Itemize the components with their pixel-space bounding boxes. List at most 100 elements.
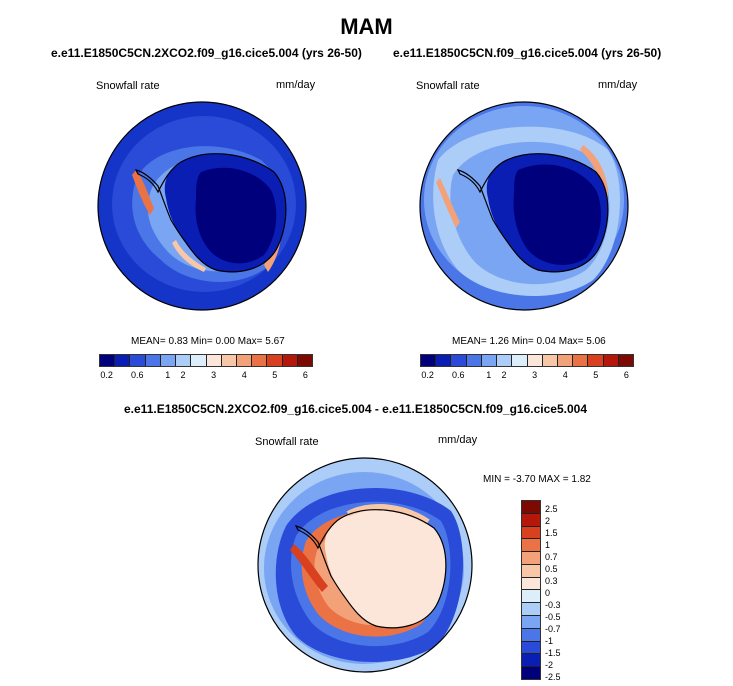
panel-2-colorbar-swatch [588,355,604,366]
panel-1-colorbar-swatch [206,355,222,366]
panel-2-colorbar-swatch [451,355,467,366]
panel-2-colorbar-swatch [573,355,589,366]
panel-2-colorbar-swatch [497,355,513,366]
panel-2-colorbar-swatch [557,355,574,366]
panel-2-colorbar-swatch [466,355,482,366]
panel-2-title: e.e11.E1850C5CN.f09_g16.cice5.004 (yrs 2… [393,46,662,60]
panel-2-units: mm/day [598,79,638,91]
panel-2-min-label: Min= [511,336,534,347]
panel-2-max-value: 5.06 [586,336,606,347]
diff-max-label: MAX = [538,474,569,485]
panel-2-min-value: 0.04 [536,336,556,347]
panel-2-colorbar-tick-label: 0.6 [451,370,465,380]
panel-1-colorbar-swatch [145,355,161,366]
diff-colorbar-tick-label: -2.5 [545,672,561,682]
panel-2-colorbar-swatch [436,355,452,366]
panel-1-mean-label: MEAN= [131,336,166,347]
panel-2-colorbar-tick-label: 3 [532,370,538,380]
panel-1-min-value: 0.00 [215,336,235,347]
diff-colorbar-tick-label: 2 [545,516,551,526]
panel-2-colorbar-swatch [618,355,634,366]
panel-2-colorbar [420,354,634,367]
diff-panel-polar-map [257,457,473,673]
diff-colorbar-tick-label: -0.7 [545,624,561,634]
diff-colorbar-swatch [522,539,540,553]
panel-2-stats: MEAN= 1.26 Min= 0.04 Max= 5.06 [452,336,606,347]
panel-1-colorbar-ticks: 0.2 0.6 1 2 3 4 5 6 [99,370,313,382]
diff-colorbar-tick-label: 0 [545,588,551,598]
panel-2-colorbar-tick-label: 6 [623,370,629,380]
diff-max-value: 1.82 [571,474,591,485]
diff-colorbar-tick-label: 1.5 [545,528,558,538]
panel-1-colorbar-swatch [297,355,313,366]
diff-colorbar-swatch [522,564,540,578]
panel-1-colorbar-tick-label: 5 [272,370,278,380]
panel-1-colorbar-swatch [221,355,237,366]
panel-1-colorbar-tick-label: 0.6 [130,370,144,380]
panel-1-mean-value: 0.83 [168,336,188,347]
panel-2-colorbar-ticks: 0.2 0.6 1 2 3 4 5 6 [420,370,634,382]
diff-colorbar-tick-label: 2.5 [545,504,558,514]
panel-1-colorbar-swatch [160,355,177,366]
diff-colorbar-swatch [522,577,540,591]
panel-2-colorbar-tick-label: 5 [593,370,599,380]
panel-1-colorbar-swatch [191,355,207,366]
diff-panel-field-label: Snowfall rate [255,436,319,448]
diff-panel-colorbar [521,500,541,680]
diff-colorbar-swatch [522,526,540,540]
panel-2-colorbar-swatch [527,355,543,366]
diff-colorbar-swatch [522,641,540,655]
diff-colorbar-tick-label: 0.5 [545,564,558,574]
diff-panel-title: e.e11.E1850C5CN.2XCO2.f09_g16.cice5.004 … [124,402,587,416]
diff-colorbar-swatch [522,616,540,629]
panel-2-colorbar-tick-label: 4 [562,370,568,380]
panel-1-colorbar-tick-label: 6 [302,370,308,380]
diff-min-value: -3.70 [512,474,536,485]
diff-colorbar-tick-label: -0.5 [545,612,561,622]
diff-colorbar-swatch [522,590,540,604]
panel-2-max-label: Max= [558,336,584,347]
panel-1-colorbar-swatch [176,355,192,366]
panel-1-colorbar-swatch [236,355,253,366]
panel-1-title: e.e11.E1850C5CN.2XCO2.f09_g16.cice5.004 … [51,46,362,60]
panel-1-colorbar [99,354,313,367]
panel-2-colorbar-tick-label: 0.2 [421,370,434,380]
diff-colorbar-swatch [522,552,540,565]
panel-1-max-label: Max= [237,336,263,347]
panel-1-colorbar-swatch [252,355,268,366]
panel-2-colorbar-swatch [512,355,528,366]
panel-1-colorbar-swatch [115,355,131,366]
panel-1-colorbar-swatch [282,355,298,366]
panel-2-field-label: Snowfall rate [416,80,480,92]
panel-2-mean-label: MEAN= [452,336,487,347]
diff-colorbar-tick-label: 0.7 [545,552,558,562]
diff-colorbar-swatch [522,654,540,668]
diff-colorbar-tick-label: -1 [545,636,554,646]
diff-min-label: MIN = [483,474,510,485]
panel-1-field-label: Snowfall rate [96,80,160,92]
panel-1-max-value: 5.67 [265,336,285,347]
panel-1-min-label: Min= [190,336,213,347]
panel-1-colorbar-swatch [130,355,146,366]
diff-panel-stats: MIN = -3.70 MAX = 1.82 [483,474,591,485]
panel-2-polar-map [419,101,629,311]
panel-2-colorbar-swatch [421,355,437,366]
panel-2-colorbar-tick-label: 1 [486,370,492,380]
panel-1-colorbar-tick-label: 4 [241,370,247,380]
panel-1-units: mm/day [276,79,316,91]
diff-colorbar-tick-label: -0.3 [545,600,561,610]
panel-1-colorbar-tick-label: 3 [211,370,217,380]
diff-colorbar-swatch [522,513,540,527]
panel-1-stats: MEAN= 0.83 Min= 0.00 Max= 5.67 [131,336,285,347]
panel-1-polar-map [97,101,307,311]
diff-colorbar-tick-label: 1 [545,540,551,550]
diff-colorbar-swatch [522,667,540,679]
diff-colorbar-tick-label: -2 [545,660,554,670]
panel-2-colorbar-swatch [542,355,558,366]
diff-colorbar-tick-label: -1.5 [545,648,561,658]
diff-colorbar-swatch [522,628,540,642]
figure-title: MAM [340,14,393,39]
diff-colorbar-tick-label: 0.3 [545,576,558,586]
panel-1-colorbar-swatch [267,355,283,366]
panel-2-colorbar-swatch [603,355,619,366]
